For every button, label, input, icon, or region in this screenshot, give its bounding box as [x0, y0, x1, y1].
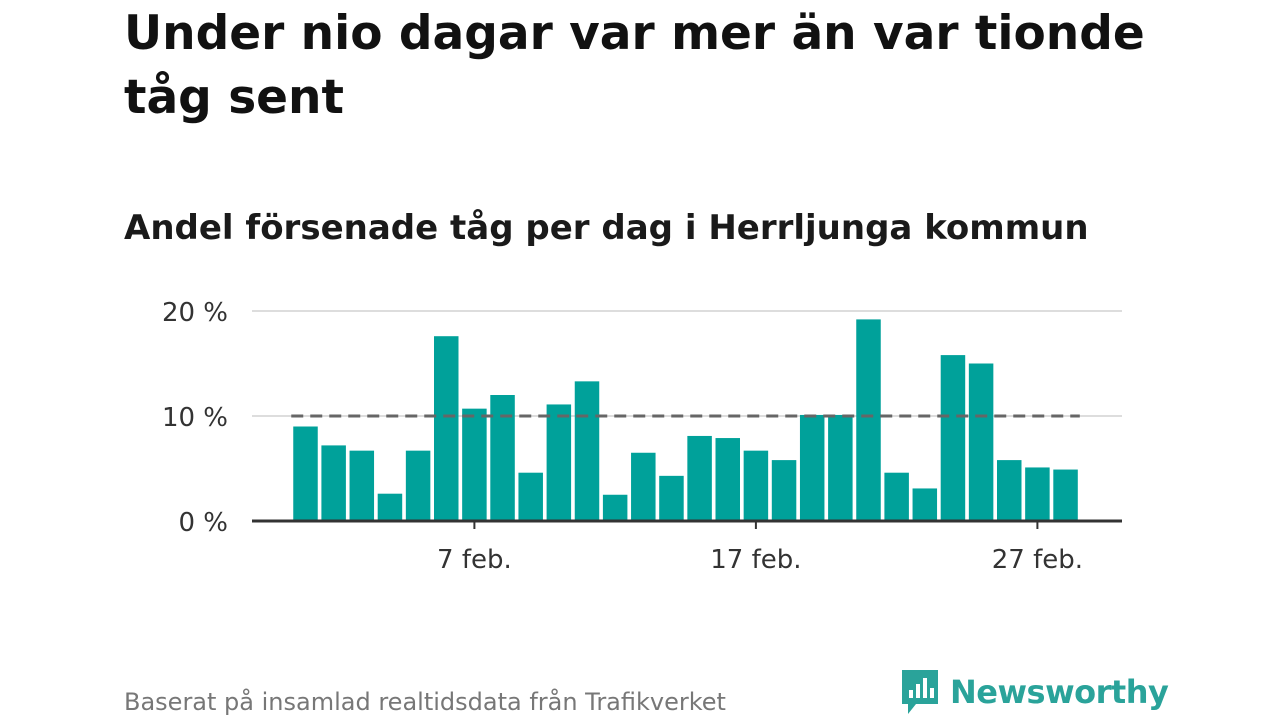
bar-2023-02-16: [715, 438, 740, 521]
y-tick-label: 0 %: [178, 508, 228, 538]
bar-2023-02-11: [574, 381, 600, 521]
x-tick-label: 17 feb.: [710, 545, 801, 575]
bar-2023-02-09: [518, 472, 543, 521]
axes: 0 % 10 % 20 % 7 feb. 17 feb. 27 feb.: [162, 298, 1122, 575]
newsworthy-logo: Newsworthy: [900, 668, 1169, 716]
logo-text: Newsworthy: [950, 673, 1169, 711]
bar-2023-02-12: [602, 494, 628, 521]
bar-2023-02-25: [968, 363, 994, 521]
bar-2023-02-26: [997, 460, 1022, 521]
bar-2023-02-01: [293, 426, 318, 521]
bar-chart: 0 % 10 % 20 % 7 feb. 17 feb. 27 feb.: [162, 298, 1122, 575]
bar-2023-02-23: [912, 488, 938, 521]
x-tick-label: 27 feb.: [992, 545, 1083, 575]
chart-subtitle: Andel försenade tåg per dag i Herrljunga…: [124, 208, 1089, 248]
bar-2023-02-05: [405, 450, 431, 521]
bars: [293, 319, 1078, 521]
logo-chart-icon: [902, 670, 938, 714]
bar-2023-02-15: [687, 435, 712, 521]
source-note: Baserat på insamlad realtidsdata från Tr…: [124, 688, 726, 716]
y-tick-label: 20 %: [162, 298, 228, 328]
bar-2023-02-06: [434, 336, 459, 521]
y-tick-label: 10 %: [162, 403, 228, 433]
bar-2023-02-13: [631, 452, 656, 521]
bar-2023-02-04: [377, 493, 403, 521]
bar-2023-02-02: [321, 445, 346, 521]
bar-2023-02-14: [659, 475, 684, 521]
bar-2023-02-19: [799, 414, 825, 521]
bar-2023-02-20: [828, 414, 853, 521]
bar-2023-02-27: [1025, 467, 1050, 521]
bar-2023-02-07: [462, 408, 487, 521]
bar-2023-02-03: [349, 450, 375, 521]
x-tick-label: 7 feb.: [437, 545, 512, 575]
bar-2023-02-21: [856, 319, 881, 521]
bar-2023-02-24: [940, 355, 966, 521]
bar-2023-02-08: [490, 395, 515, 521]
bar-2023-02-18: [771, 460, 797, 521]
bar-2023-02-28: [1053, 469, 1078, 521]
bar-2023-02-10: [546, 404, 572, 521]
bar-2023-02-17: [743, 450, 769, 521]
bar-2023-02-22: [884, 472, 909, 521]
chart-title: Under nio dagar var mer än var tionde tå…: [124, 6, 1145, 125]
